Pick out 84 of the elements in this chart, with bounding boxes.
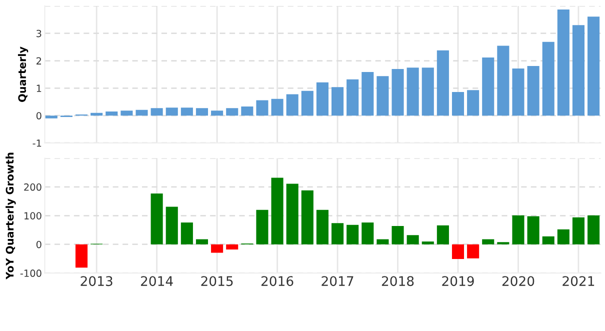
bar <box>376 239 389 244</box>
x-tick-label: 2020 <box>502 276 534 286</box>
bar <box>286 94 298 116</box>
bar <box>211 244 224 253</box>
y-tick-label: 0 <box>36 240 42 248</box>
y-tick-label: 0 <box>36 112 42 120</box>
bar <box>180 108 193 116</box>
bar <box>256 210 268 244</box>
y-tick-label: 2 <box>36 57 42 64</box>
bar <box>256 100 268 116</box>
bar <box>332 223 344 244</box>
y-axis-title: Quarterly <box>18 46 28 102</box>
bar <box>241 106 254 116</box>
y-tick-label: 100 <box>24 212 42 220</box>
bar <box>542 42 554 116</box>
bar <box>497 46 510 116</box>
x-tick-label: 2016 <box>261 276 294 286</box>
x-tick-label: 2019 <box>442 276 474 286</box>
bar <box>422 68 434 116</box>
y-tick-label: -1 <box>32 140 42 147</box>
x-tick-label: 2014 <box>140 276 173 286</box>
bar <box>301 190 314 244</box>
bar <box>316 210 328 244</box>
bar <box>332 87 344 116</box>
bar <box>196 108 208 116</box>
bar <box>406 68 419 116</box>
bar <box>90 112 103 116</box>
bar <box>362 72 374 116</box>
bar <box>557 10 570 116</box>
bar <box>226 244 238 250</box>
x-tick-label: 2013 <box>80 276 112 286</box>
bar <box>452 92 464 116</box>
bar <box>301 90 314 116</box>
x-tick-label: 2017 <box>322 276 354 286</box>
bar <box>527 66 540 116</box>
bar <box>572 25 584 116</box>
bar <box>346 224 359 244</box>
bar <box>286 184 298 244</box>
bar <box>436 50 449 116</box>
bar <box>150 108 163 116</box>
y-tick-label: 200 <box>24 183 42 191</box>
bar <box>482 239 494 244</box>
y-tick-label: 3 <box>36 30 42 38</box>
bar <box>588 16 600 116</box>
bar <box>467 90 480 116</box>
bar <box>106 111 118 116</box>
bar <box>482 57 494 116</box>
bar <box>136 110 148 116</box>
x-tick-label: 2015 <box>201 276 233 286</box>
bar <box>572 217 584 244</box>
bar <box>392 226 404 244</box>
bar <box>346 79 359 116</box>
y-tick-label: -100 <box>20 270 42 277</box>
bar <box>542 236 554 244</box>
bar <box>588 215 600 244</box>
bar <box>75 244 88 268</box>
bar <box>512 215 524 244</box>
bar <box>150 194 163 244</box>
bar <box>422 241 434 244</box>
bar <box>527 216 540 244</box>
bar <box>271 178 284 244</box>
y-axis-title: YoY Quarterly Growth <box>6 152 16 280</box>
bar <box>406 235 419 244</box>
bar <box>45 116 58 118</box>
bar <box>512 68 524 116</box>
bar <box>271 98 284 116</box>
bar <box>166 206 178 244</box>
bar <box>196 239 208 244</box>
bar <box>452 244 464 260</box>
bar <box>392 68 404 116</box>
y-tick-label: 1 <box>36 84 42 92</box>
bar <box>316 82 328 116</box>
x-tick-label: 2021 <box>562 276 594 286</box>
bar <box>180 222 193 244</box>
bar <box>226 108 238 116</box>
bar <box>557 229 570 244</box>
bar <box>166 108 178 116</box>
bar <box>376 76 389 116</box>
bar <box>467 244 480 258</box>
bar <box>211 110 224 116</box>
bar <box>362 222 374 244</box>
x-tick-label: 2018 <box>382 276 414 286</box>
bar <box>436 225 449 244</box>
bar <box>120 110 133 116</box>
